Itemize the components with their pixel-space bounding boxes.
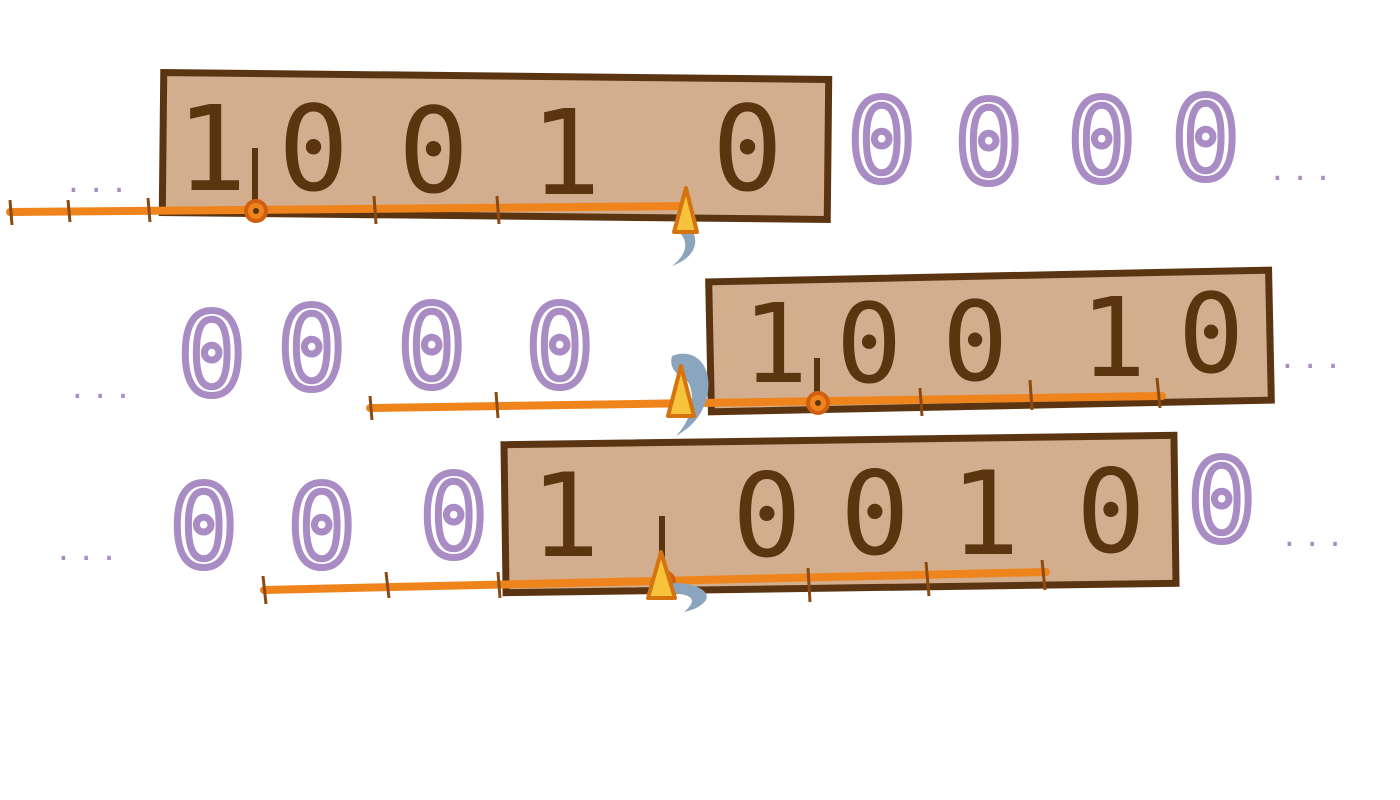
row-2-tick-4: [1028, 379, 1034, 411]
row-3-box-digit-1: 1: [530, 449, 600, 584]
row-3-box-digit-4: 1: [950, 447, 1020, 582]
row-2-tick-1: [368, 395, 374, 421]
row-2-register-box: [705, 266, 1275, 416]
row-3-box-digit-5: 0: [1076, 445, 1146, 580]
row-1-box-digit-5: 0: [712, 80, 783, 218]
row-3-register-box: [500, 431, 1180, 597]
row-3-pad-zero-3: 0: [420, 453, 487, 583]
row-1-box-digit-4: 1: [530, 84, 601, 222]
row-3-box-digit-3: 0: [840, 447, 910, 582]
row-1: ... 1 0 0 1 0 0 0 0 0 ...: [6, 68, 1340, 266]
row-1-tick-3: [146, 197, 152, 223]
row-1-pad-zero-4: 0: [1172, 75, 1239, 205]
row-2-box-digit-2: 0: [836, 280, 902, 408]
row-2-reference-dot-center: [815, 400, 821, 406]
row-1-tick-2: [66, 199, 72, 223]
row-3-left-ellipsis: ...: [58, 529, 126, 569]
row-2-box-digit-1: 1: [742, 280, 808, 408]
row-3-binary-point-marker: [646, 550, 677, 600]
row-2-left-ellipsis: ...: [72, 367, 140, 407]
row-2-tick-5: [1155, 377, 1162, 409]
row-3-box-digit-2: 0: [732, 449, 802, 584]
row-3-right-ellipsis: ...: [1284, 515, 1352, 555]
row-2-binary-point-marker: [666, 364, 696, 418]
row-3-tick-3: [496, 571, 502, 599]
row-1-pad-zero-3: 0: [1068, 77, 1135, 207]
row-1-reference-dot-center: [253, 208, 259, 214]
row-1-box-digit-1: 1: [176, 80, 247, 218]
row-1-pad-zero-1: 0: [848, 77, 915, 207]
row-1-binary-point-marker: [672, 186, 699, 234]
row-1-right-ellipsis: ...: [1272, 149, 1340, 189]
row-2-box-digit-4: 1: [1080, 274, 1146, 402]
row-1-box-digit-2: 0: [278, 80, 349, 218]
row-1-box-digit-3: 0: [398, 82, 469, 220]
row-2-pad-zero-2: 0: [278, 285, 345, 415]
row-3: ... 0 0 0 1 0 0 1 0 0 ...: [58, 431, 1352, 612]
row-2-pad-zero-1: 0: [178, 291, 245, 421]
row-3-pad-zero-2: 0: [288, 463, 355, 593]
row-3-tick-4: [806, 567, 812, 603]
row-3-pad-zero-1: 0: [170, 463, 237, 593]
row-1-pad-zero-2: 0: [955, 79, 1022, 209]
row-2: ... 0 0 0 0 1 0 0 1 0 ...: [72, 266, 1350, 436]
row-2-pad-zero-3: 0: [398, 283, 465, 413]
row-2-right-ellipsis: ...: [1282, 337, 1350, 377]
row-2-pad-zero-4: 0: [526, 283, 593, 413]
row-1-tick-5: [495, 195, 501, 225]
row-3-tick-6: [1040, 559, 1047, 591]
row-2-tick-3: [918, 387, 924, 417]
row-1-number-line: [6, 202, 690, 216]
row-1-left-ellipsis: ...: [68, 161, 136, 201]
row-1-tick-4: [372, 195, 378, 225]
row-3-tick-5: [924, 561, 931, 597]
row-2-box-digit-5: 0: [1178, 270, 1244, 398]
row-1-register-box: [158, 68, 833, 224]
row-2-box-digit-3: 0: [942, 278, 1008, 406]
row-3-tick-1: [261, 575, 268, 605]
row-2-tick-2: [494, 391, 500, 419]
row-3-pad-zero-4: 0: [1188, 437, 1255, 567]
row-1-tick-1: [8, 199, 14, 226]
row-3-tick-2: [384, 571, 391, 599]
